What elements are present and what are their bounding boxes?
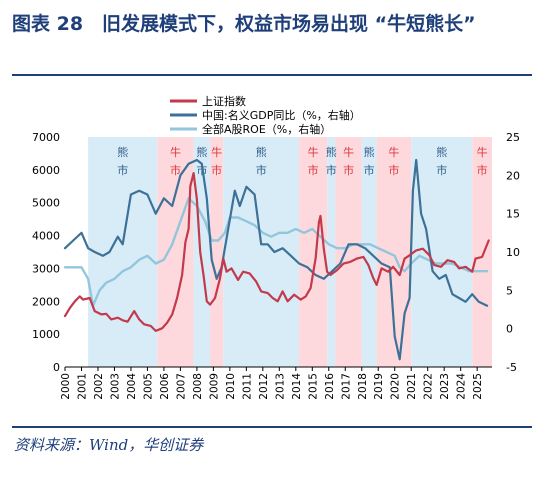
x-tick-label: 2012 bbox=[258, 373, 270, 400]
series-line-shanghai bbox=[63, 172, 490, 332]
regime-label-char: 牛 bbox=[308, 145, 319, 159]
regime-label-char: 熊 bbox=[364, 145, 375, 159]
y-left-tick-label: 0 bbox=[53, 361, 60, 374]
x-tick-label: 2014 bbox=[291, 373, 303, 400]
y-right-tick-label: -5 bbox=[506, 361, 517, 374]
regime-label-char: 熊 bbox=[117, 145, 128, 159]
x-tick-label: 2005 bbox=[142, 373, 154, 400]
regime-label-char: 熊 bbox=[436, 145, 447, 159]
x-tick-label: 2018 bbox=[357, 373, 369, 400]
regime-band-bear bbox=[411, 137, 473, 367]
series-lines bbox=[63, 158, 490, 361]
regime-label-char: 牛 bbox=[211, 145, 222, 159]
y-right-tick-label: 15 bbox=[506, 208, 520, 221]
x-tick-label: 2020 bbox=[390, 373, 402, 400]
regime-label-char: 市 bbox=[326, 163, 337, 177]
y-left-tick-label: 6000 bbox=[32, 164, 60, 177]
regime-band-bull bbox=[210, 137, 224, 367]
regime-band-bear bbox=[327, 137, 336, 367]
x-tick-label: 2008 bbox=[192, 373, 204, 400]
y-right-tick-label: 20 bbox=[506, 169, 520, 182]
regime-label-char: 市 bbox=[364, 163, 375, 177]
x-tick-label: 2025 bbox=[472, 373, 484, 400]
axes: 01000200030004000500060007000-5051015202… bbox=[32, 131, 520, 400]
y-left-tick-label: 2000 bbox=[32, 295, 60, 308]
y-left-tick-label: 4000 bbox=[32, 230, 60, 243]
source-rule bbox=[12, 426, 532, 428]
regime-label-char: 市 bbox=[308, 163, 319, 177]
x-tick-label: 2007 bbox=[175, 373, 187, 400]
regime-label-char: 市 bbox=[436, 163, 447, 177]
y-right-tick-label: 25 bbox=[506, 131, 520, 144]
y-left-tick-label: 5000 bbox=[32, 197, 60, 210]
regime-label-char: 市 bbox=[170, 163, 181, 177]
y-left-tick-label: 7000 bbox=[32, 131, 60, 144]
regime-label-char: 市 bbox=[117, 163, 128, 177]
y-left-tick-label: 3000 bbox=[32, 262, 60, 275]
x-tick-label: 2009 bbox=[208, 373, 220, 400]
x-tick-label: 2022 bbox=[423, 373, 435, 400]
regime-bands bbox=[88, 137, 492, 367]
x-tick-label: 2010 bbox=[225, 373, 237, 400]
x-tick-label: 2011 bbox=[241, 373, 253, 400]
y-left-tick-label: 1000 bbox=[32, 328, 60, 341]
x-tick-label: 2006 bbox=[159, 373, 171, 400]
regime-band-bear bbox=[88, 137, 158, 367]
regime-band-bull bbox=[157, 137, 194, 367]
x-tick-label: 2024 bbox=[456, 373, 468, 400]
series-line-gdp bbox=[63, 158, 489, 361]
x-tick-label: 2002 bbox=[93, 373, 105, 400]
regime-label-char: 熊 bbox=[326, 145, 337, 159]
x-tick-label: 2000 bbox=[60, 373, 72, 400]
regime-band-bull bbox=[335, 137, 362, 367]
regime-label-char: 市 bbox=[477, 163, 488, 177]
regime-label-char: 熊 bbox=[196, 145, 207, 159]
regime-label-char: 熊 bbox=[256, 145, 267, 159]
y-right-tick-label: 5 bbox=[506, 284, 513, 297]
regime-band-bull bbox=[299, 137, 328, 367]
regime-label-char: 市 bbox=[343, 163, 354, 177]
x-tick-label: 2023 bbox=[439, 373, 451, 400]
regime-band-bull bbox=[472, 137, 492, 367]
x-tick-label: 2004 bbox=[126, 373, 138, 400]
regime-label-char: 牛 bbox=[477, 145, 488, 159]
legend-item-gdp-label: 中国:名义GDP同比（%，右轴） bbox=[202, 108, 361, 122]
x-tick-label: 2001 bbox=[76, 373, 88, 400]
x-tick-label: 2013 bbox=[274, 373, 286, 400]
regime-label-char: 牛 bbox=[170, 145, 181, 159]
legend-item-roe-label: 全部A股ROE（%，右轴） bbox=[202, 122, 331, 136]
regime-label-char: 牛 bbox=[343, 145, 354, 159]
regime-label-char: 牛 bbox=[388, 145, 399, 159]
x-tick-label: 2015 bbox=[307, 373, 319, 400]
x-tick-label: 2016 bbox=[324, 373, 336, 400]
source-note: 资料来源：Wind，华创证券 bbox=[14, 436, 204, 454]
regime-label-char: 市 bbox=[388, 163, 399, 177]
y-right-tick-label: 10 bbox=[506, 246, 520, 259]
title-rule bbox=[12, 74, 532, 76]
x-tick-label: 2003 bbox=[109, 373, 121, 400]
y-right-tick-label: 0 bbox=[506, 323, 513, 336]
figure-title: 图表 28 旧发展模式下，权益市场易出现 “牛短熊长” bbox=[12, 13, 476, 35]
regime-label-char: 市 bbox=[211, 163, 222, 177]
x-tick-label: 2017 bbox=[340, 373, 352, 400]
x-tick-label: 2021 bbox=[406, 373, 418, 400]
regime-label-char: 市 bbox=[256, 163, 267, 177]
x-tick-label: 2019 bbox=[373, 373, 385, 400]
legend-item-shanghai-label: 上证指数 bbox=[202, 94, 246, 108]
